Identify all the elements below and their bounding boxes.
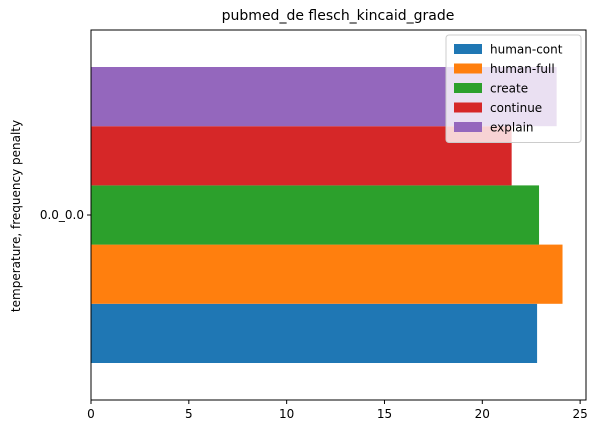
bar-human-full-0.0_0.0	[91, 244, 563, 304]
x-tick-label: 0	[87, 407, 95, 421]
y-axis-ticks: 0.0_0.0	[40, 208, 91, 222]
legend-swatch-continue	[454, 102, 482, 113]
legend-swatch-create	[454, 83, 482, 93]
chart-title: pubmed_de flesch_kincaid_grade	[222, 8, 455, 24]
legend-label-create: create	[490, 82, 528, 96]
bar-human-cont-0.0_0.0	[91, 303, 538, 363]
legend-box	[445, 34, 582, 143]
plot-frame	[90, 29, 587, 401]
legend-swatch-explain	[454, 122, 482, 132]
legend-label-continue: continue	[490, 101, 542, 115]
x-tick-label: 5	[185, 407, 193, 421]
bar-create-0.0_0.0	[91, 185, 540, 245]
bar-continue-0.0_0.0	[91, 126, 512, 186]
legend-label-human-full: human-full	[490, 62, 555, 76]
legend-label-human-cont: human-cont	[490, 43, 563, 57]
bars-group	[91, 67, 563, 363]
x-tick-label: 20	[475, 407, 490, 421]
legend: human-cont human-full create continue explai…	[445, 34, 582, 143]
legend-label-explain: explain	[490, 121, 534, 135]
x-axis-ticks: 0 5 10 15 20 25	[87, 400, 588, 421]
x-tick-label: 25	[572, 407, 587, 421]
y-axis-label: temperature, frequency penalty	[9, 120, 23, 312]
legend-swatch-human-cont	[454, 44, 482, 54]
legend-swatch-human-full	[454, 63, 482, 74]
x-tick-label: 10	[279, 407, 294, 421]
y-tick-label: 0.0_0.0	[40, 208, 84, 222]
x-tick-label: 15	[377, 407, 392, 421]
